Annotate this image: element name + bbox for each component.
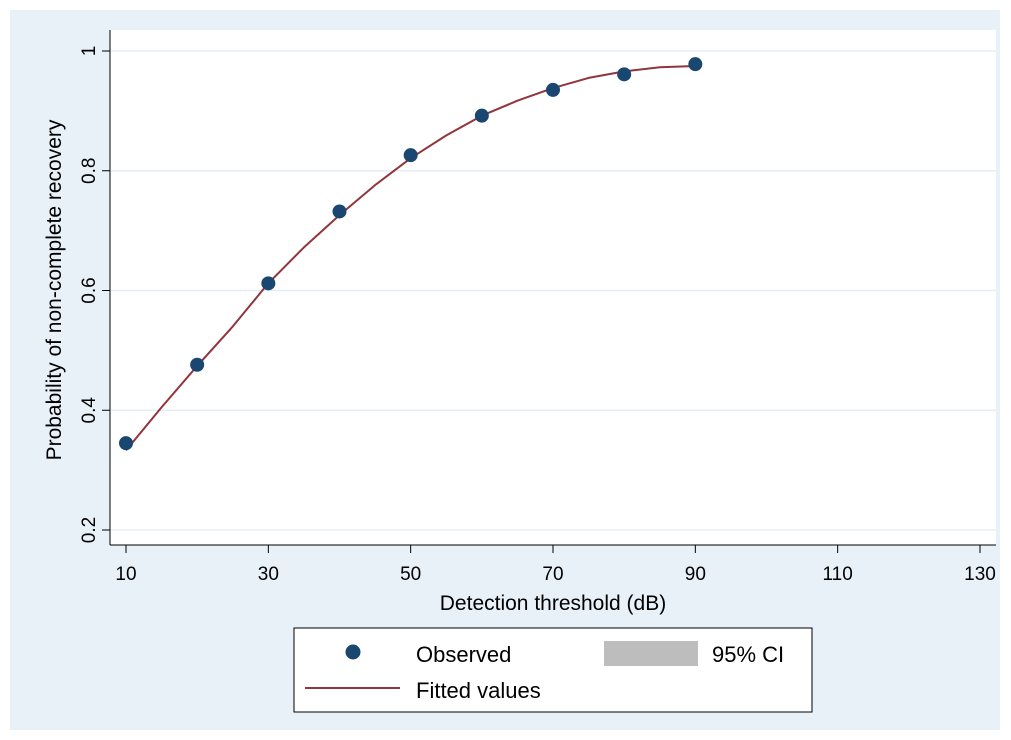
x-axis-ticks: 10 30 50 70 90 110 130 xyxy=(115,545,996,585)
y-axis-title: Probability of non-complete recovery xyxy=(43,119,66,460)
legend-ci-label: 95% CI xyxy=(712,642,784,667)
legend-observed-marker xyxy=(345,644,361,660)
observed-point xyxy=(474,108,489,123)
x-tick-label-4: 90 xyxy=(685,564,706,585)
observed-point xyxy=(688,57,703,72)
observed-point xyxy=(546,82,560,97)
y-tick-label-0: 0.2 xyxy=(79,517,100,543)
observed-point xyxy=(119,436,133,451)
x-tick-label-2: 50 xyxy=(400,564,421,585)
x-axis-title: Detection threshold (dB) xyxy=(440,592,666,615)
x-tick-label-3: 70 xyxy=(542,564,563,585)
observed-point xyxy=(332,204,347,219)
legend-observed-label: Observed xyxy=(416,642,511,667)
y-tick-label-1: 0.4 xyxy=(79,397,100,424)
legend-fitted-label: Fitted values xyxy=(416,678,541,703)
observed-point xyxy=(617,67,632,82)
observed-series xyxy=(119,57,703,451)
x-tick-label-6: 130 xyxy=(964,564,996,585)
x-tick-label-1: 30 xyxy=(258,564,279,585)
legend-box xyxy=(293,627,813,713)
grid-lines xyxy=(111,50,996,531)
legend-ci-swatch xyxy=(604,641,698,666)
plot-area xyxy=(110,30,996,545)
y-tick-label-2: 0.6 xyxy=(79,277,100,303)
legend: Observed 95% CI Fitted values xyxy=(293,627,813,713)
x-tick-label-0: 10 xyxy=(115,564,136,585)
y-tick-label-3: 0.8 xyxy=(79,158,100,184)
observed-point xyxy=(403,148,418,163)
x-tick-label-5: 110 xyxy=(823,564,853,585)
y-tick-label-4: 1 xyxy=(79,46,100,57)
observed-point xyxy=(190,357,205,372)
observed-point xyxy=(261,276,276,291)
y-axis-ticks: 0.2 0.4 0.6 0.8 1 xyxy=(79,46,110,543)
